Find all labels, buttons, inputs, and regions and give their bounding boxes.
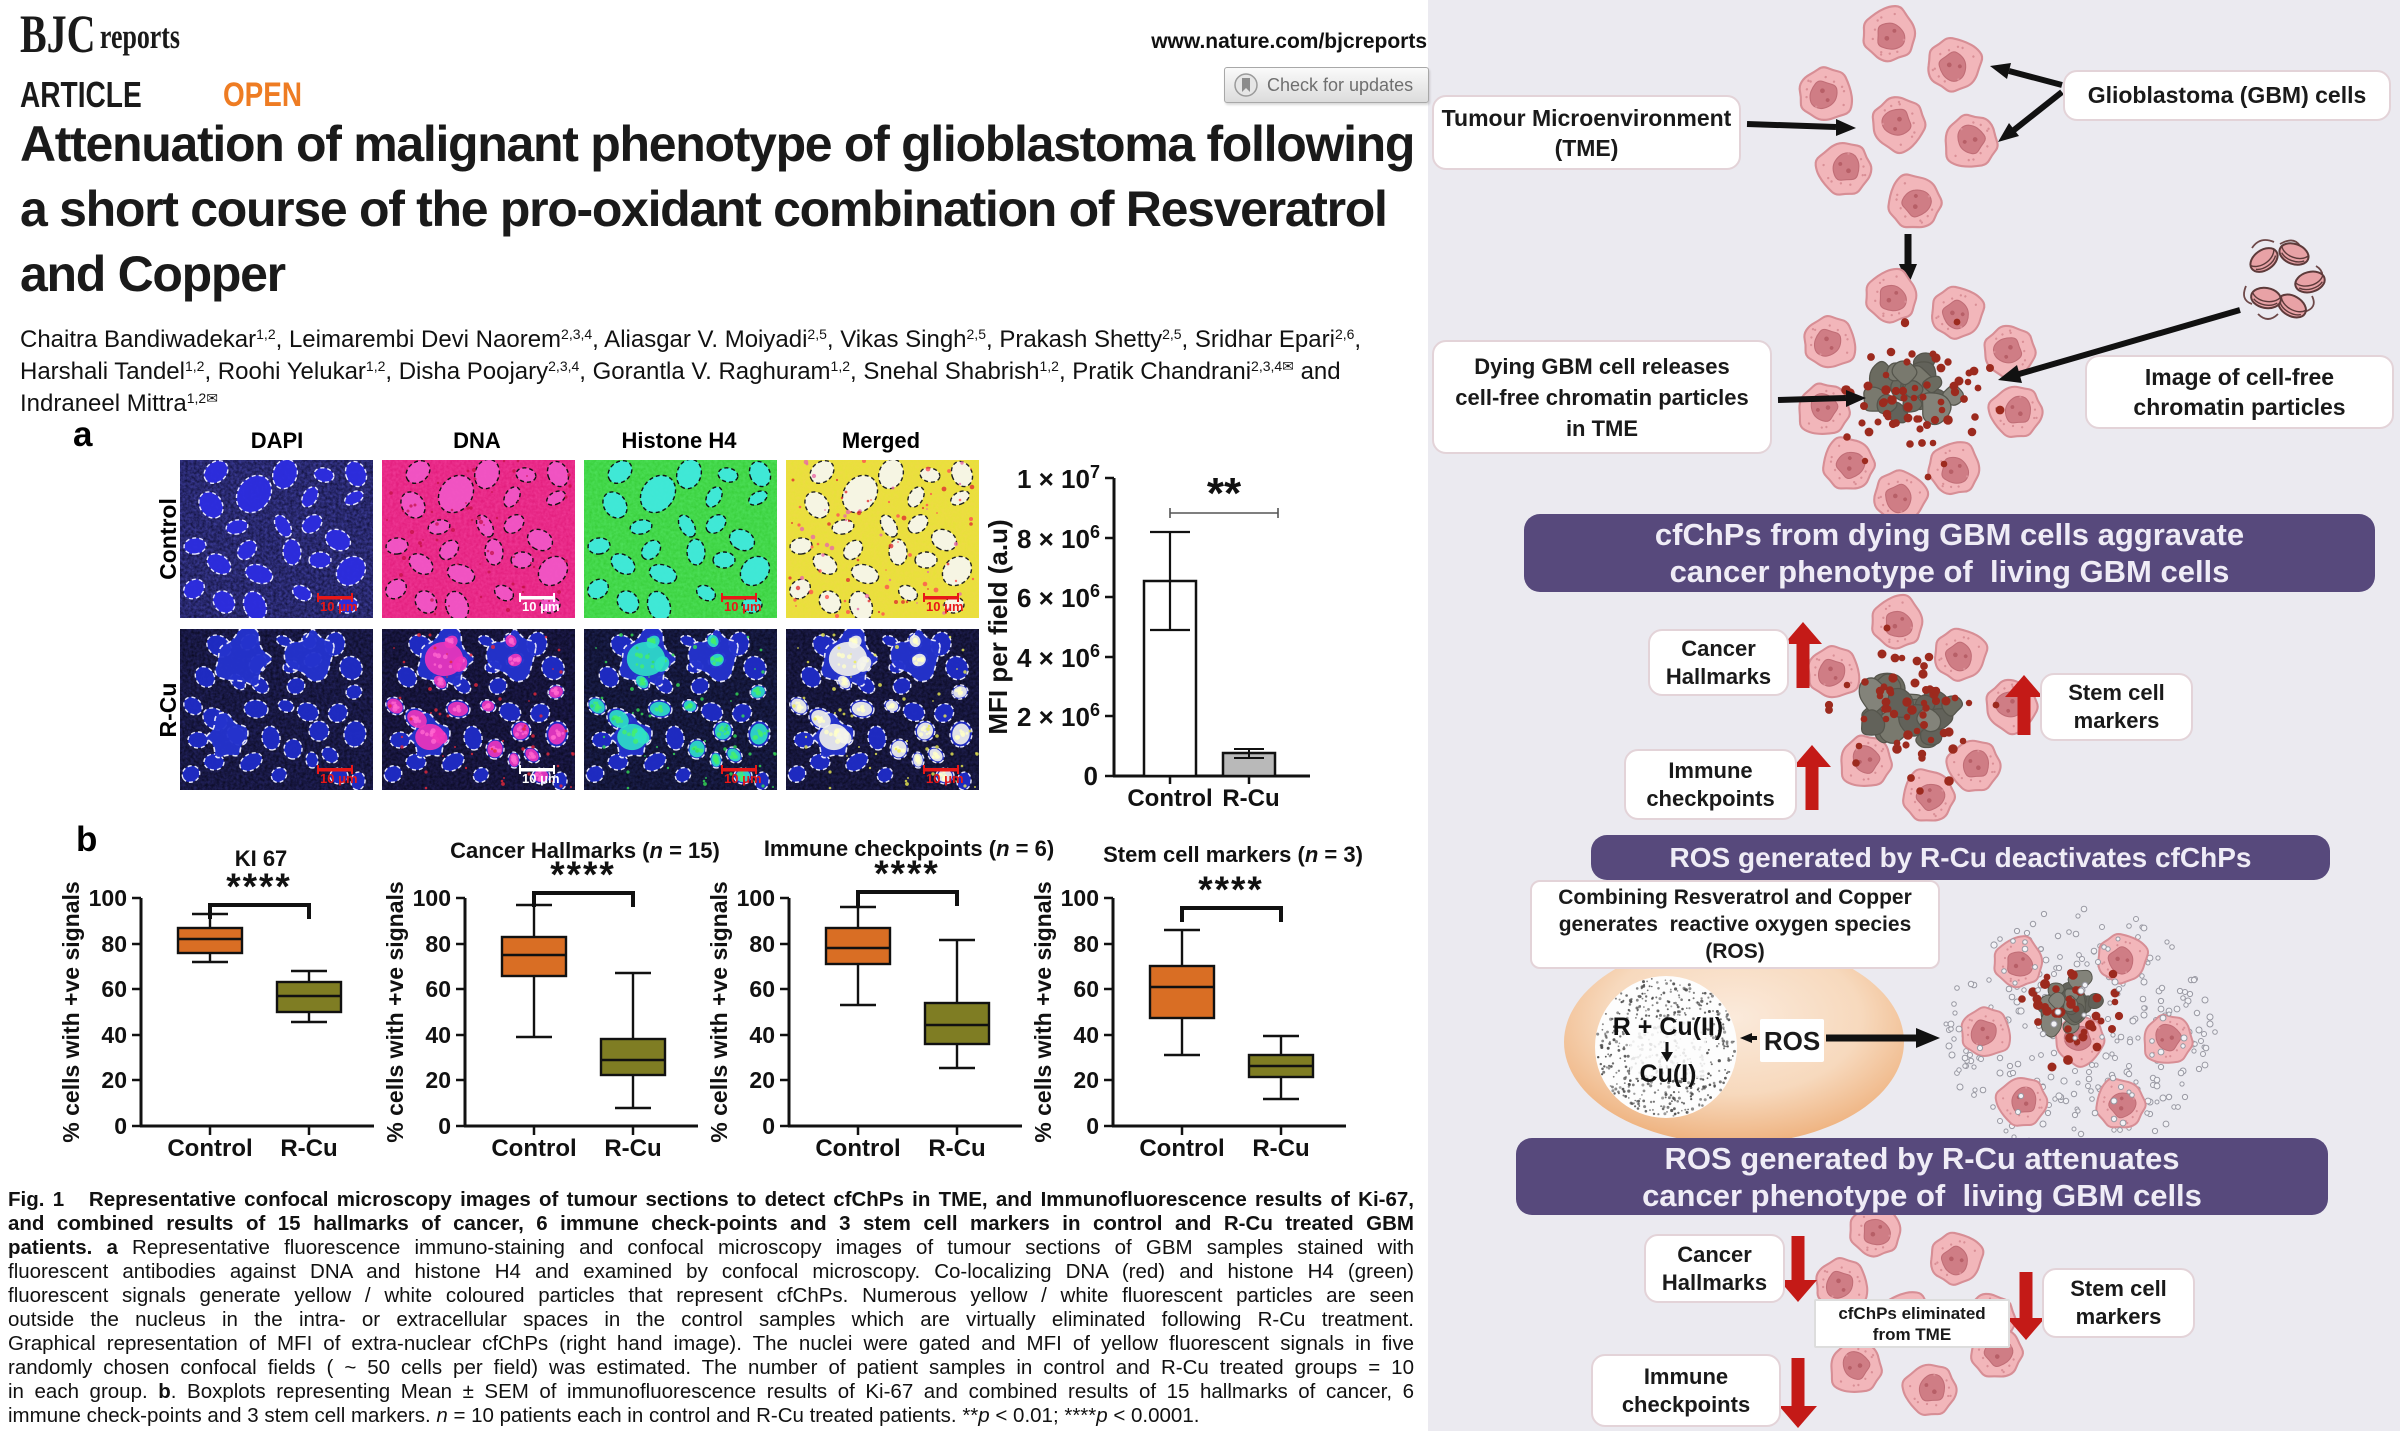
- svg-text:10 μm: 10 μm: [724, 599, 762, 614]
- svg-text:0: 0: [762, 1113, 775, 1139]
- svg-text:R-Cu: R-Cu: [928, 1135, 985, 1162]
- svg-text:Control: Control: [1127, 785, 1212, 812]
- svg-text:40: 40: [425, 1022, 451, 1048]
- svg-text:Control: Control: [167, 1135, 252, 1162]
- svg-text:10 μm: 10 μm: [320, 771, 358, 786]
- svg-text:% cells with +ve signals: % cells with +ve signals: [1030, 881, 1056, 1142]
- svg-text:10 μm: 10 μm: [522, 771, 560, 786]
- svg-text:60: 60: [425, 976, 451, 1002]
- svg-text:2 × 106: 2 × 106: [1017, 700, 1100, 732]
- svg-text:R-Cu: R-Cu: [280, 1135, 337, 1162]
- svg-text:KI 67: KI 67: [235, 846, 288, 871]
- svg-text:60: 60: [749, 976, 775, 1002]
- svg-text:100: 100: [413, 885, 451, 911]
- svg-text:80: 80: [101, 931, 127, 957]
- svg-text:40: 40: [1073, 1022, 1099, 1048]
- svg-text:R-Cu: R-Cu: [1252, 1135, 1309, 1162]
- svg-text:R-Cu: R-Cu: [604, 1135, 661, 1162]
- svg-text:10 μm: 10 μm: [724, 771, 762, 786]
- svg-text:10 μm: 10 μm: [926, 771, 964, 786]
- svg-text:% cells with +ve signals: % cells with +ve signals: [706, 881, 732, 1142]
- svg-text:0: 0: [438, 1113, 451, 1139]
- svg-text:6 × 106: 6 × 106: [1017, 581, 1100, 613]
- svg-text:60: 60: [101, 976, 127, 1002]
- svg-text:80: 80: [425, 931, 451, 957]
- svg-text:100: 100: [1061, 885, 1099, 911]
- svg-text:****: ****: [1198, 869, 1264, 910]
- svg-text:1 × 107: 1 × 107: [1017, 462, 1100, 494]
- svg-text:Stem cell markers (n = 3): Stem cell markers (n = 3): [1103, 842, 1363, 867]
- svg-text:0: 0: [1086, 1113, 1099, 1139]
- svg-text:% cells with +ve signals: % cells with +ve signals: [60, 881, 84, 1142]
- svg-text:80: 80: [1073, 931, 1099, 957]
- svg-text:40: 40: [749, 1022, 775, 1048]
- svg-text:**: **: [1207, 469, 1242, 518]
- svg-text:R-Cu: R-Cu: [1222, 785, 1279, 812]
- svg-text:100: 100: [737, 885, 775, 911]
- svg-text:10 μm: 10 μm: [926, 599, 964, 614]
- svg-text:40: 40: [101, 1022, 127, 1048]
- svg-text:Control: Control: [491, 1135, 576, 1162]
- svg-text:20: 20: [1073, 1067, 1099, 1093]
- svg-text:20: 20: [425, 1067, 451, 1093]
- svg-text:100: 100: [89, 885, 127, 911]
- svg-text:R + Cu(II): R + Cu(II): [1613, 1013, 1723, 1041]
- svg-text:Control: Control: [1139, 1135, 1224, 1162]
- svg-text:80: 80: [749, 931, 775, 957]
- svg-text:Immune checkpoints (n = 6): Immune checkpoints (n = 6): [764, 836, 1054, 861]
- svg-text:Cancer Hallmarks (n = 15): Cancer Hallmarks (n = 15): [450, 838, 720, 863]
- svg-text:10 μm: 10 μm: [522, 599, 560, 614]
- svg-text:****: ****: [226, 866, 292, 907]
- svg-text:10 μm: 10 μm: [320, 599, 358, 614]
- svg-text:0: 0: [114, 1113, 127, 1139]
- svg-text:Cu(I): Cu(I): [1640, 1060, 1697, 1088]
- svg-text:8 × 106: 8 × 106: [1017, 522, 1100, 554]
- svg-text:20: 20: [749, 1067, 775, 1093]
- svg-text:20: 20: [101, 1067, 127, 1093]
- svg-text:60: 60: [1073, 976, 1099, 1002]
- svg-text:% cells with +ve signals: % cells with +ve signals: [382, 881, 408, 1142]
- svg-text:4 × 106: 4 × 106: [1017, 641, 1100, 673]
- svg-text:Control: Control: [815, 1135, 900, 1162]
- svg-text:MFI per field (a.u): MFI per field (a.u): [983, 519, 1013, 734]
- svg-text:0: 0: [1084, 761, 1098, 791]
- svg-text:****: ****: [550, 854, 616, 895]
- svg-text:****: ****: [874, 853, 940, 894]
